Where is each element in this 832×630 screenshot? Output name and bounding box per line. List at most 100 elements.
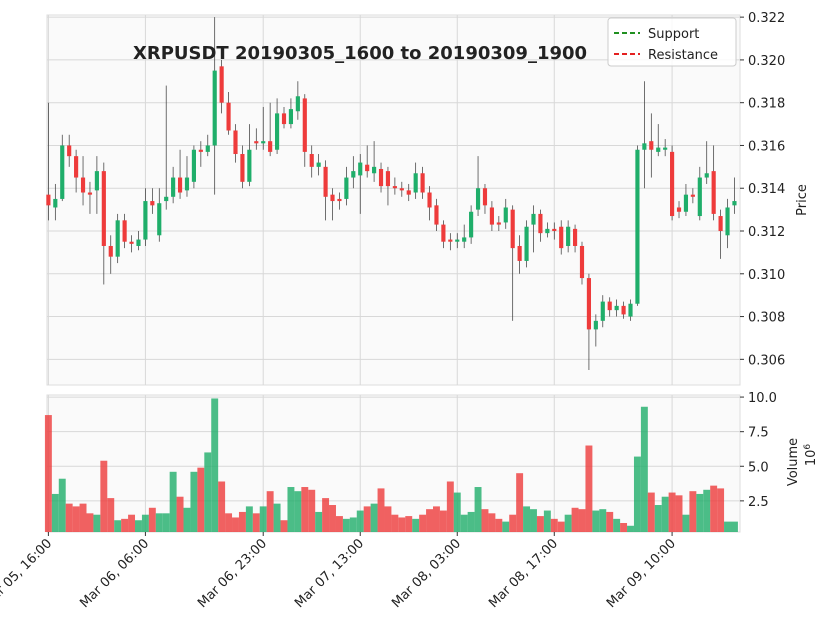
- volume-bar: [398, 517, 406, 532]
- candle-body: [129, 241, 134, 244]
- candle-body: [697, 177, 702, 217]
- volume-bar: [467, 511, 475, 532]
- volume-axis-label: Volume: [786, 438, 801, 486]
- volume-bar: [176, 496, 184, 532]
- candle-body: [586, 278, 592, 330]
- volume-bar: [730, 521, 738, 532]
- volume-bar: [211, 398, 219, 532]
- volume-bar: [232, 517, 239, 532]
- candle-body: [704, 173, 709, 178]
- volume-bar: [273, 503, 281, 532]
- candle-body: [517, 245, 522, 261]
- candle-body: [302, 98, 307, 152]
- volume-bar: [169, 471, 177, 532]
- volume-bar: [51, 493, 59, 532]
- candle-body: [198, 149, 203, 152]
- volume-bar: [439, 510, 447, 532]
- candle-body: [524, 226, 529, 261]
- volume-bar: [633, 456, 641, 532]
- volume-bar: [717, 488, 725, 532]
- volume-bar: [322, 498, 330, 532]
- volume-bar: [661, 496, 669, 532]
- candle-body: [399, 188, 404, 191]
- candle-body: [108, 245, 113, 257]
- volume-bar: [710, 485, 718, 532]
- volume-bar: [412, 518, 420, 532]
- candle-body: [274, 113, 280, 150]
- volume-bar: [58, 478, 66, 532]
- volume-bar: [488, 513, 496, 532]
- candle-body: [614, 305, 619, 311]
- candle-body: [545, 228, 550, 234]
- volume-offset: 106: [803, 444, 819, 467]
- candle-body: [656, 147, 661, 152]
- candle-body: [593, 320, 598, 330]
- candle-body: [552, 228, 557, 232]
- y-tick-label: 0.306: [748, 353, 785, 368]
- price-panel: [46, 14, 741, 386]
- candle-body: [74, 156, 79, 178]
- candle-body: [219, 66, 224, 103]
- volume-bar: [620, 523, 628, 532]
- volume-bar: [703, 489, 711, 532]
- volume-bar: [135, 520, 142, 532]
- volume-bar: [259, 506, 267, 532]
- volume-bar: [516, 473, 524, 532]
- candle-body: [732, 201, 737, 206]
- volume-bar: [668, 492, 676, 532]
- volume-bar: [640, 406, 648, 532]
- volume-bar: [294, 491, 302, 532]
- candle-body: [53, 198, 58, 208]
- x-tick-label: Mar 06, 23:00: [195, 536, 270, 611]
- candle-body: [628, 303, 633, 317]
- x-tick-label: Mar 08, 03:00: [389, 536, 464, 611]
- volume-bar: [377, 488, 385, 532]
- candle-body: [101, 171, 106, 246]
- candle-body: [254, 141, 259, 144]
- volume-bar: [453, 492, 461, 532]
- volume-bar: [335, 516, 343, 532]
- candle-body: [711, 171, 716, 214]
- candle-body: [663, 147, 668, 150]
- candle-body: [46, 194, 51, 206]
- candle-body: [718, 216, 723, 232]
- candle-body: [621, 305, 626, 315]
- candle-body: [67, 145, 72, 157]
- volume-bar: [495, 518, 503, 532]
- volume-bar: [682, 514, 690, 532]
- candle-body: [725, 207, 730, 236]
- candle-body: [413, 173, 418, 193]
- x-tick-label: Mar 05, 16:00: [0, 536, 55, 611]
- candle-body: [496, 222, 501, 225]
- candle-body: [365, 164, 370, 172]
- volume-bar: [599, 509, 607, 532]
- candle-body: [226, 102, 231, 131]
- volume-bar: [426, 509, 434, 532]
- candle-body: [295, 96, 300, 112]
- volume-bar: [592, 510, 600, 532]
- volume-bar: [405, 516, 413, 532]
- volume-bar: [280, 520, 288, 532]
- volume-bar: [557, 521, 565, 532]
- volume-bar: [204, 452, 212, 532]
- volume-bar: [523, 506, 531, 532]
- candle-body: [191, 149, 196, 182]
- volume-bar: [606, 511, 614, 532]
- volume-bar: [190, 471, 198, 532]
- volume-bar: [585, 445, 593, 532]
- volume-bar: [301, 487, 309, 532]
- candle-body: [441, 224, 446, 242]
- y-tick-label: 0.314: [748, 182, 785, 197]
- x-tick-label: Mar 09, 10:00: [604, 536, 679, 611]
- volume-bar: [509, 514, 517, 532]
- legend-label: Support: [648, 27, 699, 42]
- volume-tick-label: 10.0: [748, 391, 777, 406]
- candle-body: [566, 226, 571, 246]
- volume-bar: [647, 492, 655, 532]
- volume-bar: [578, 509, 586, 532]
- candle-body: [482, 188, 488, 206]
- volume-bar: [627, 525, 634, 532]
- candle-body: [538, 213, 543, 234]
- volume-bar: [252, 513, 260, 532]
